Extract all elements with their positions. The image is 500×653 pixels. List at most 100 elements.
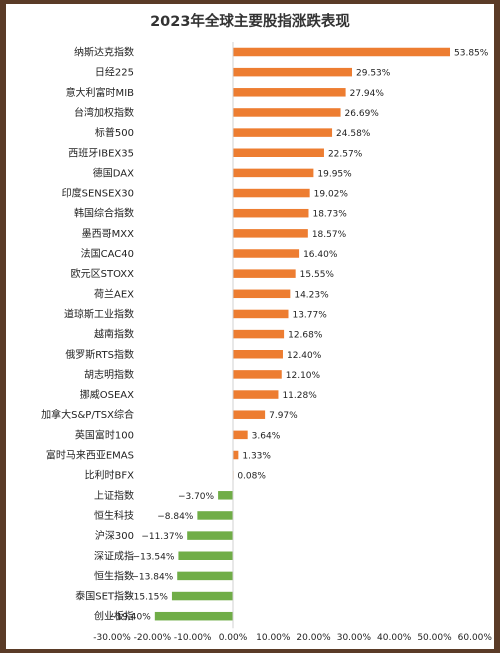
category-label: 加拿大S&P/TSX综合: [41, 408, 134, 421]
value-label: 24.58%: [336, 129, 371, 139]
bar: [233, 208, 309, 218]
category-label: 韩国综合指数: [74, 207, 134, 220]
category-label: 比利时BFX: [85, 470, 135, 482]
bar: [187, 531, 233, 540]
value-label: 18.57%: [312, 230, 347, 240]
value-label: −13.84%: [131, 572, 173, 582]
value-label: 7.97%: [269, 411, 298, 421]
value-label: 18.73%: [312, 210, 347, 220]
category-label: 富时马来西亚EMAS: [46, 449, 134, 462]
bar: [233, 108, 341, 117]
category-label: 台湾加权指数: [74, 106, 134, 119]
value-label: 12.10%: [286, 371, 321, 381]
bar: [233, 128, 333, 137]
value-label: 12.40%: [287, 351, 322, 361]
value-label: 26.69%: [345, 109, 380, 119]
value-label: −19.40%: [109, 613, 151, 623]
value-label: 3.64%: [252, 431, 281, 441]
value-label: 16.40%: [303, 250, 338, 260]
value-label: −8.84%: [157, 512, 194, 522]
category-label: 标普500: [95, 126, 134, 139]
category-label: 欧元区STOXX: [71, 268, 135, 280]
category-label: 深证成指: [94, 549, 134, 562]
bar: [233, 229, 308, 238]
category-label: 上证指数: [94, 489, 134, 502]
x-tick-label: 10.00%: [256, 633, 291, 643]
category-label: 意大利富时MIB: [66, 86, 135, 99]
value-label: 11.28%: [282, 391, 317, 401]
category-label: 恒生指数: [94, 569, 134, 582]
category-label: 泰国SET指数: [75, 590, 134, 603]
value-label: −11.37%: [141, 532, 183, 542]
x-tick-label: -10.00%: [174, 633, 212, 643]
value-label: 15.55%: [300, 270, 335, 280]
bar: [233, 269, 296, 278]
value-label: −15.15%: [126, 593, 168, 603]
value-label: 27.94%: [350, 89, 385, 99]
category-label: 德国DAX: [93, 166, 134, 179]
value-label: 1.33%: [242, 452, 271, 462]
category-label: 俄罗斯RTS指数: [65, 348, 134, 361]
bar: [233, 350, 283, 359]
value-label: 29.53%: [356, 69, 391, 79]
category-label: 日经225: [95, 66, 134, 79]
bar: [233, 410, 266, 419]
category-label: 法国CAC40: [81, 247, 134, 260]
value-label: 19.02%: [314, 190, 349, 200]
bar: [233, 148, 324, 157]
value-label: 53.85%: [454, 49, 489, 59]
x-tick-label: 0.00%: [219, 633, 248, 643]
bar: [177, 571, 233, 581]
value-label: 14.23%: [294, 290, 329, 300]
x-tick-label: -30.00%: [93, 633, 131, 643]
category-label: 印度SENSEX30: [62, 187, 134, 200]
category-label: 沪深300: [95, 529, 134, 542]
value-label: −3.70%: [178, 492, 215, 502]
category-label: 英国富时100: [75, 428, 134, 441]
x-tick-label: 60.00%: [458, 633, 493, 643]
category-label: 墨西哥MXX: [82, 228, 134, 240]
x-tick-label: 20.00%: [296, 633, 331, 643]
x-tick-label: 50.00%: [417, 633, 452, 643]
value-label: 22.57%: [328, 149, 363, 159]
bar: [218, 491, 233, 500]
x-tick-label: 40.00%: [377, 633, 412, 643]
bar: [154, 611, 233, 621]
category-label: 荷兰AEX: [94, 287, 134, 300]
chart-frame: 2023年全球主要股指涨跌表现 纳斯达克指数日经225 意大利富时MIB 台湾加权指…: [6, 4, 494, 649]
value-label: 19.95%: [317, 169, 352, 179]
bar: [233, 450, 239, 460]
bar: [233, 47, 451, 57]
x-tick-label: 30.00%: [337, 633, 372, 643]
category-label: 西班牙IBEX35: [68, 147, 134, 159]
chart-title: 2023年全球主要股指涨跌表现: [150, 12, 350, 30]
x-axis-ticks-group: -30.00% -20.00% -10.00% 0.00% 10.00% 20.00% 30…: [93, 633, 492, 643]
bar: [233, 430, 248, 440]
category-label: 恒生科技: [94, 509, 134, 522]
value-label: −13.54%: [133, 552, 175, 562]
bar: [233, 168, 314, 178]
bars-group: [154, 47, 451, 621]
bar: [233, 249, 300, 258]
value-label: 0.08%: [237, 472, 266, 482]
bar: [233, 67, 353, 77]
bar: [233, 390, 279, 399]
bar: [197, 511, 233, 520]
x-tick-label: -20.00%: [134, 633, 172, 643]
bar: [233, 289, 291, 299]
category-label: 创业板指: [94, 610, 134, 623]
value-label: 12.68%: [288, 331, 323, 341]
category-label: 道琼斯工业指数: [64, 307, 134, 320]
category-label: 挪威OSEAX: [80, 388, 134, 401]
category-label: 纳斯达克指数: [74, 46, 134, 59]
bar: [171, 591, 233, 601]
bar: [233, 88, 346, 97]
category-label: 胡志明指数: [84, 368, 134, 381]
value-label: 13.77%: [292, 310, 327, 320]
bar: [233, 309, 289, 319]
bar: [233, 370, 282, 379]
bar: [233, 329, 285, 339]
bar: [178, 551, 233, 560]
